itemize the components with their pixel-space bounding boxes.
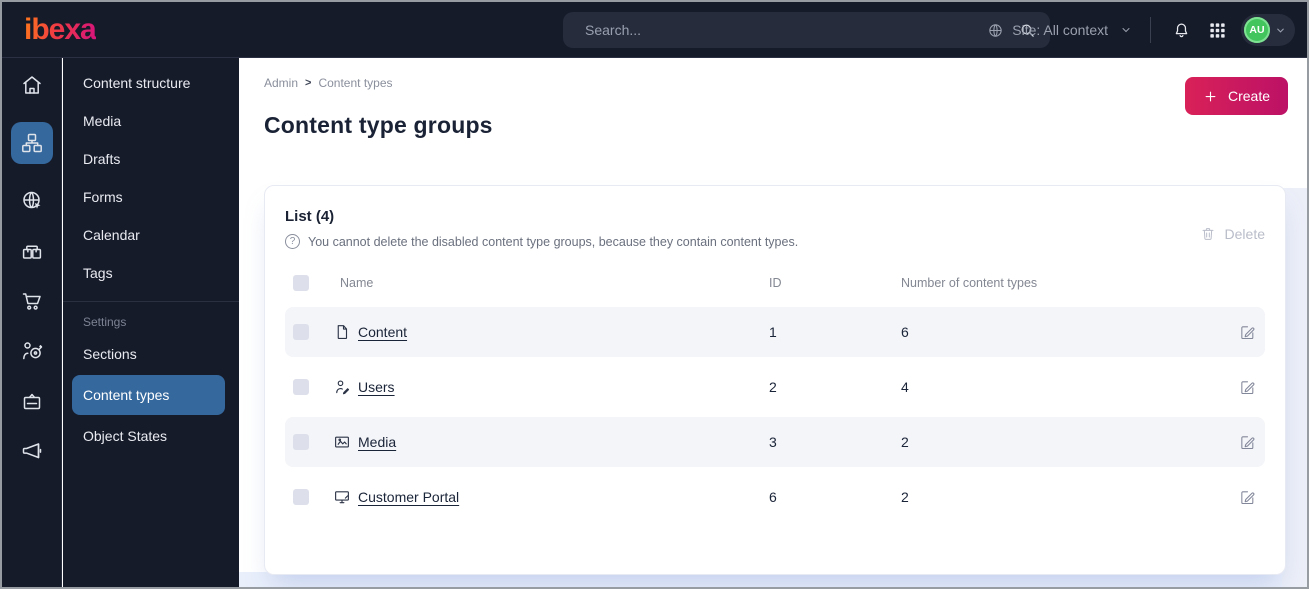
group-id: 3 — [769, 434, 777, 450]
group-link[interactable]: Media — [358, 434, 397, 450]
sidebar-item-drafts[interactable]: Drafts — [83, 151, 121, 167]
site-globe-icon[interactable] — [19, 188, 45, 214]
content-type-groups-card: List (4) ? You cannot delete the disable… — [264, 185, 1286, 575]
row-checkbox[interactable] — [293, 379, 309, 395]
chevron-down-icon — [1122, 28, 1130, 33]
icon-rail — [2, 58, 62, 587]
page-title: Content type groups — [264, 112, 493, 138]
group-count: 4 — [901, 379, 909, 395]
row-checkbox[interactable] — [293, 324, 309, 340]
breadcrumb-admin[interactable]: Admin — [264, 76, 299, 90]
edit-icon — [1240, 435, 1254, 449]
table-row: Users 2 4 — [285, 362, 1265, 412]
column-header-count: Number of content types — [901, 276, 1038, 290]
group-count: 2 — [901, 434, 909, 450]
content-structure-icon[interactable] — [10, 122, 53, 164]
site-context-selector[interactable]: Site: All context — [987, 22, 1132, 39]
edit-icon — [1240, 380, 1254, 394]
search-input[interactable] — [585, 22, 1019, 38]
sidebar-item-content-types[interactable]: Content types — [72, 375, 225, 415]
table-row: Content 1 6 — [285, 307, 1265, 357]
delete-button-label: Delete — [1224, 226, 1265, 242]
globe-icon — [989, 23, 1002, 37]
desktop-icon — [335, 491, 349, 504]
sidebar-item-media[interactable]: Media — [83, 113, 122, 129]
topbar-right: Site: All context AU — [987, 2, 1295, 58]
card-header: List (4) ? You cannot delete the disable… — [265, 186, 1285, 249]
bell-icon — [1175, 23, 1187, 37]
help-row: ? You cannot delete the disabled content… — [285, 234, 798, 249]
segments-icon[interactable] — [19, 338, 45, 364]
group-count: 2 — [901, 489, 909, 505]
table-header: Name ID Number of content types — [285, 269, 1265, 297]
plus-icon — [1205, 91, 1216, 101]
column-header-name: Name — [340, 276, 374, 290]
topbar-divider — [1150, 17, 1151, 43]
chevron-down-icon — [1277, 28, 1284, 33]
column-header-id: ID — [769, 276, 782, 290]
user-menu[interactable]: AU — [1241, 14, 1295, 46]
create-button-label: Create — [1227, 88, 1270, 104]
products-icon[interactable] — [19, 238, 45, 264]
ibexa-logo[interactable]: ibexa — [24, 13, 97, 46]
table-row: Customer Portal 6 2 — [285, 472, 1265, 522]
group-count: 6 — [901, 324, 909, 340]
group-id: 2 — [769, 379, 777, 395]
breadcrumb: Admin > Content types — [264, 76, 393, 90]
edit-button[interactable] — [1235, 375, 1259, 399]
group-link[interactable]: Customer Portal — [358, 489, 460, 505]
edit-button[interactable] — [1235, 485, 1259, 509]
create-button[interactable]: Create — [1184, 77, 1288, 115]
app-switcher-button[interactable] — [1205, 18, 1229, 42]
delete-button[interactable]: Delete — [1200, 222, 1265, 246]
badge-icon[interactable] — [19, 388, 45, 414]
list-title: List (4) — [285, 208, 335, 225]
sidebar-menu: Content structure Media Drafts Forms Cal… — [63, 58, 239, 587]
notifications-button[interactable] — [1169, 18, 1193, 42]
sidebar-item-tags[interactable]: Tags — [83, 265, 113, 281]
row-checkbox[interactable] — [293, 489, 309, 505]
main-content: Admin > Content types Create Content typ… — [239, 58, 1307, 587]
edit-icon — [1240, 325, 1254, 339]
select-all-checkbox[interactable] — [293, 275, 309, 291]
sidebar-divider — [63, 301, 239, 302]
sidebar-item-object-states[interactable]: Object States — [83, 428, 168, 444]
group-link[interactable]: Content — [358, 324, 408, 340]
global-search[interactable] — [563, 12, 1050, 48]
topbar: ibexa Site: All context AU — [2, 2, 1307, 58]
edit-button[interactable] — [1235, 430, 1259, 454]
content-type-groups-table: Name ID Number of content types Content … — [285, 269, 1265, 522]
breadcrumb-separator: > — [305, 77, 312, 89]
breadcrumb-content-types: Content types — [318, 76, 393, 90]
edit-button[interactable] — [1235, 320, 1259, 344]
home-icon[interactable] — [19, 72, 45, 98]
group-link[interactable]: Users — [358, 379, 395, 395]
edit-icon — [1240, 490, 1254, 504]
group-id: 6 — [769, 489, 777, 505]
table-row: Media 3 2 — [285, 417, 1265, 467]
group-id: 1 — [769, 324, 777, 340]
row-checkbox[interactable] — [293, 434, 309, 450]
site-context-label: Site: All context — [1012, 22, 1108, 38]
sidebar-item-calendar[interactable]: Calendar — [83, 227, 140, 243]
sidebar-section-settings: Settings — [83, 315, 127, 329]
page-gutter-bottom — [239, 572, 1282, 587]
file-icon — [337, 325, 348, 339]
page-gutter-right — [1282, 188, 1307, 587]
sidebar-item-forms[interactable]: Forms — [83, 189, 123, 205]
user-edit-icon — [336, 380, 350, 395]
help-text: You cannot delete the disabled content t… — [308, 234, 799, 249]
cart-icon[interactable] — [19, 288, 45, 314]
sidebar-item-sections[interactable]: Sections — [83, 346, 137, 362]
campaign-icon[interactable] — [19, 438, 45, 464]
trash-icon — [1202, 228, 1214, 240]
search-icon — [1021, 24, 1034, 37]
avatar: AU — [1244, 17, 1270, 43]
help-icon[interactable]: ? — [285, 234, 300, 249]
sidebar-item-content-structure[interactable]: Content structure — [83, 75, 191, 91]
app-grid-icon — [1209, 22, 1225, 38]
image-icon — [335, 436, 349, 448]
